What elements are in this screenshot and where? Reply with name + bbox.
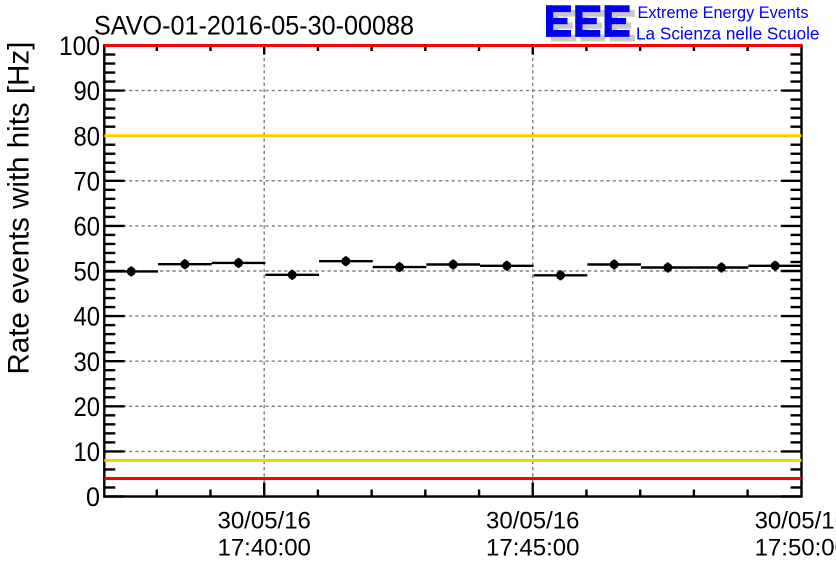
svg-text:La Scienza nelle Scuole: La Scienza nelle Scuole: [636, 23, 819, 43]
svg-text:20: 20: [74, 392, 101, 422]
svg-text:60: 60: [74, 212, 101, 242]
svg-text:17:50:00: 17:50:00: [755, 535, 836, 562]
svg-text:SAVO-01-2016-05-30-00088: SAVO-01-2016-05-30-00088: [94, 10, 414, 40]
svg-text:Extreme Energy Events: Extreme Energy Events: [638, 4, 809, 22]
svg-text:80: 80: [74, 121, 101, 151]
svg-text:30: 30: [74, 347, 101, 377]
svg-text:30/05/16: 30/05/16: [217, 508, 310, 535]
svg-text:17:40:00: 17:40:00: [217, 535, 310, 562]
svg-text:30/05/16: 30/05/16: [755, 508, 836, 535]
svg-text:17:45:00: 17:45:00: [486, 535, 579, 562]
svg-text:70: 70: [74, 166, 101, 196]
svg-text:30/05/16: 30/05/16: [486, 508, 579, 535]
svg-text:40: 40: [74, 302, 101, 332]
svg-text:50: 50: [74, 257, 101, 287]
svg-text:10: 10: [74, 437, 101, 467]
svg-text:Rate events with hits [Hz]: Rate events with hits [Hz]: [3, 42, 36, 375]
svg-text:90: 90: [74, 76, 101, 106]
svg-text:0: 0: [86, 482, 100, 512]
svg-text:100: 100: [59, 31, 100, 61]
